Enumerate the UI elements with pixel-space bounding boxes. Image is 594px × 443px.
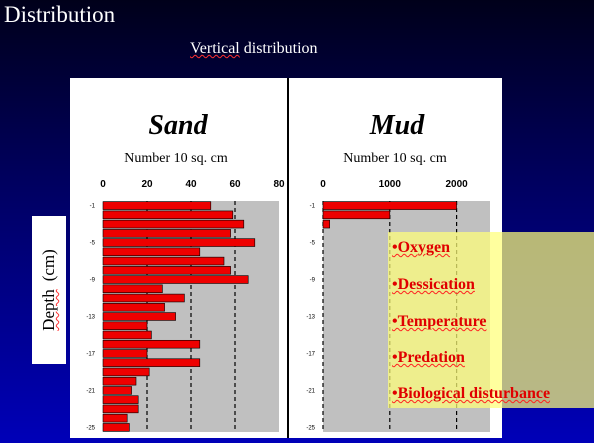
sand-bar — [102, 256, 225, 266]
sand-bar — [102, 238, 256, 247]
mud-bar — [322, 210, 391, 220]
sand-y-tick-label: -9 — [90, 278, 96, 284]
sand-y-tick-label: -17 — [86, 351, 95, 357]
factor-item: •Dessication — [392, 276, 475, 293]
mud-x-tick-label: 1000 — [379, 179, 402, 190]
sand-x-tick-label: 60 — [229, 179, 241, 190]
sand-x-tick-label: 20 — [141, 179, 153, 190]
sand-y-tick-label: -25 — [86, 425, 95, 431]
sand-bar — [102, 201, 212, 210]
sand-bar — [102, 330, 152, 340]
sand-bar — [102, 312, 176, 321]
factor-item: •Predation — [392, 349, 465, 366]
factor-item: •Biological disturbance — [392, 385, 551, 402]
sand-bar — [102, 303, 165, 312]
sand-bar — [102, 358, 201, 367]
sand-bar — [102, 284, 163, 294]
mud-y-tick-label: -1 — [310, 204, 316, 210]
slide-title: Distribution — [4, 2, 116, 27]
subtitle-rest: distribution — [243, 40, 318, 57]
mud-y-tick-label: -17 — [306, 351, 315, 357]
sand-bar — [102, 219, 245, 229]
mud-bar — [322, 201, 457, 210]
mud-bar — [322, 219, 330, 229]
factor-item: •Temperature — [392, 313, 487, 330]
sand-bar — [102, 210, 234, 220]
sand-y-tick-label: -21 — [86, 388, 95, 394]
sand-bar — [102, 349, 148, 358]
sand-bar — [102, 247, 201, 257]
subtitle-underlined-word: Vertical — [190, 40, 240, 57]
sand-bar — [102, 321, 148, 330]
mud-chart-title: Mud — [369, 110, 425, 141]
sand-y-tick-label: -13 — [86, 315, 95, 321]
sand-chart-title: Sand — [148, 110, 208, 141]
sand-bar — [102, 376, 137, 386]
sand-y-tick-label: -1 — [90, 204, 96, 210]
sand-x-tick-label: 40 — [185, 179, 197, 190]
sand-bar — [102, 339, 201, 349]
y-axis-label-rest: (cm) — [39, 249, 58, 282]
sand-bar — [102, 293, 185, 303]
y-axis-label-box — [32, 216, 66, 364]
slide-subtitle: Vertical distribution — [190, 39, 318, 59]
mud-y-tick-label: -21 — [306, 388, 315, 394]
sand-bar — [102, 413, 128, 423]
mud-y-tick-label: -9 — [310, 278, 316, 284]
mud-x-tick-label: 2000 — [445, 179, 468, 190]
y-axis-label-underlined-word: Depth — [39, 289, 58, 331]
sand-bar — [102, 386, 132, 395]
y-axis-label: Depth (cm) — [39, 249, 59, 331]
mud-y-tick-label: -25 — [306, 425, 315, 431]
mud-y-tick-label: -13 — [306, 315, 315, 321]
mud-x-axis-label: Number 10 sq. cm — [343, 151, 447, 166]
sand-x-tick-label: 0 — [100, 179, 106, 190]
sand-bar — [102, 423, 130, 432]
sand-bar — [102, 395, 139, 404]
factor-item: •Oxygen — [392, 239, 451, 256]
mud-x-tick-label: 0 — [320, 179, 326, 190]
sand-bar — [102, 404, 139, 414]
panel-divider — [287, 78, 289, 438]
sand-bar — [102, 266, 231, 275]
sand-x-tick-label: 80 — [273, 179, 285, 190]
sand-bar — [102, 275, 249, 284]
mud-y-tick-label: -5 — [310, 241, 316, 247]
sand-bar — [102, 229, 231, 238]
sand-x-axis-label: Number 10 sq. cm — [124, 151, 228, 166]
factors-box: •Oxygen •Dessication •Temperature •Preda… — [388, 232, 594, 408]
sand-y-tick-label: -5 — [90, 241, 96, 247]
sand-bar — [102, 367, 150, 377]
